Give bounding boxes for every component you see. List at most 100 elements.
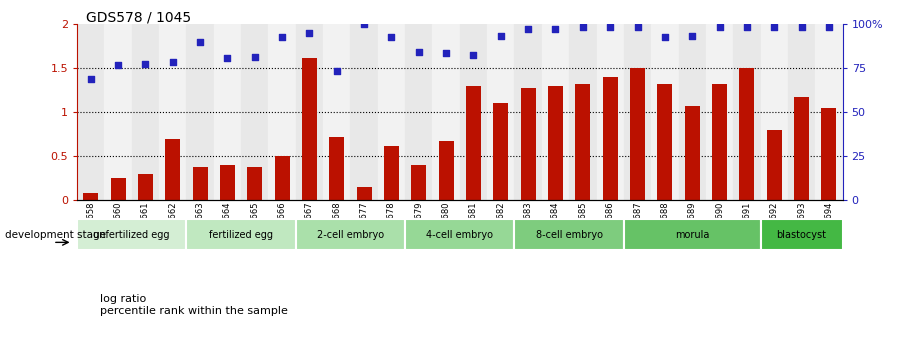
Text: morula: morula — [675, 230, 709, 239]
Bar — [295, 219, 405, 250]
Bar — [459, 24, 487, 200]
Text: log ratio: log ratio — [100, 294, 146, 304]
Bar — [788, 24, 815, 200]
Point — [439, 50, 453, 56]
Bar — [515, 24, 542, 200]
Bar — [214, 24, 241, 200]
Point — [111, 62, 125, 67]
Text: unfertilized egg: unfertilized egg — [93, 230, 170, 239]
Bar — [77, 24, 104, 200]
Point — [685, 33, 699, 38]
Bar — [351, 24, 378, 200]
Bar — [794, 97, 809, 200]
Bar — [138, 174, 153, 200]
Text: blastocyst: blastocyst — [776, 230, 826, 239]
Bar — [822, 108, 836, 200]
Bar — [295, 24, 323, 200]
Bar — [630, 68, 645, 200]
Bar — [268, 24, 295, 200]
Bar — [323, 24, 351, 200]
Point — [575, 24, 590, 30]
Point — [822, 24, 836, 30]
Bar — [405, 219, 515, 250]
Bar — [602, 77, 618, 200]
Bar — [685, 106, 699, 200]
Bar — [220, 165, 235, 200]
Bar — [247, 167, 262, 200]
Point — [767, 24, 782, 30]
Point — [83, 76, 98, 81]
Point — [247, 54, 262, 59]
Bar — [575, 84, 591, 200]
Bar — [624, 24, 651, 200]
Bar — [241, 24, 268, 200]
Point — [548, 26, 563, 31]
Point — [303, 30, 317, 36]
Bar — [104, 24, 131, 200]
Point — [411, 50, 426, 55]
Bar — [733, 24, 760, 200]
Bar — [411, 165, 427, 200]
Text: percentile rank within the sample: percentile rank within the sample — [100, 306, 287, 316]
Bar — [187, 24, 214, 200]
Bar — [515, 219, 624, 250]
Bar — [658, 84, 672, 200]
Point — [602, 24, 617, 30]
Bar — [766, 130, 782, 200]
Point — [357, 21, 371, 27]
Bar — [466, 86, 481, 200]
Bar — [159, 24, 187, 200]
Bar — [569, 24, 596, 200]
Bar — [712, 84, 727, 200]
Point — [220, 55, 235, 60]
Point — [384, 34, 399, 40]
Bar — [815, 24, 843, 200]
Point — [658, 34, 672, 40]
Text: GDS578 / 1045: GDS578 / 1045 — [86, 10, 191, 24]
Bar — [77, 219, 187, 250]
Text: 8-cell embryo: 8-cell embryo — [535, 230, 602, 239]
Point — [795, 24, 809, 30]
Point — [631, 24, 645, 30]
Point — [166, 59, 180, 65]
Bar — [275, 156, 290, 200]
Bar — [432, 24, 459, 200]
Point — [275, 34, 289, 40]
Text: development stage: development stage — [5, 230, 105, 239]
Bar — [624, 219, 760, 250]
Bar — [384, 146, 399, 200]
Point — [494, 33, 508, 38]
Bar — [165, 139, 180, 200]
Bar — [542, 24, 569, 200]
Bar — [302, 58, 317, 200]
Point — [739, 24, 754, 30]
Point — [330, 68, 344, 73]
Point — [138, 61, 152, 67]
Bar — [187, 219, 295, 250]
Text: fertilized egg: fertilized egg — [209, 230, 273, 239]
Bar — [193, 167, 207, 200]
Point — [467, 52, 481, 58]
Text: 4-cell embryo: 4-cell embryo — [427, 230, 493, 239]
Bar — [521, 88, 535, 200]
Point — [521, 26, 535, 31]
Bar — [739, 68, 755, 200]
Bar — [760, 219, 843, 250]
Bar — [405, 24, 432, 200]
Bar — [378, 24, 405, 200]
Bar — [357, 187, 371, 200]
Bar — [439, 141, 454, 200]
Bar — [706, 24, 733, 200]
Point — [712, 24, 727, 30]
Bar — [596, 24, 624, 200]
Bar — [548, 86, 563, 200]
Bar — [83, 193, 98, 200]
Bar — [487, 24, 515, 200]
Bar — [651, 24, 679, 200]
Point — [193, 39, 207, 45]
Bar — [493, 104, 508, 200]
Bar — [679, 24, 706, 200]
Bar — [760, 24, 788, 200]
Text: 2-cell embryo: 2-cell embryo — [317, 230, 384, 239]
Bar — [131, 24, 159, 200]
